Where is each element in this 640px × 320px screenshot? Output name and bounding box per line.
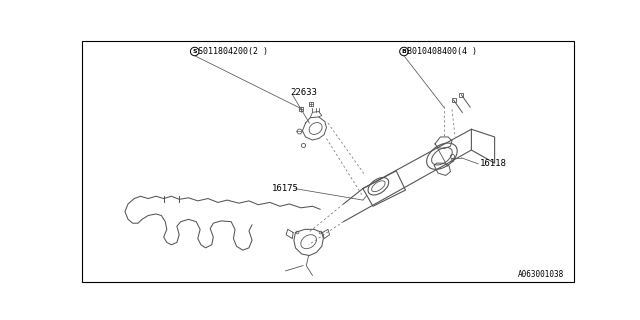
Text: 22633: 22633 [291, 88, 317, 97]
Text: B: B [401, 49, 406, 54]
Text: A063001038: A063001038 [518, 270, 564, 279]
Text: 16175: 16175 [271, 184, 298, 193]
Text: S: S [193, 49, 197, 54]
Text: S011804200(2 ): S011804200(2 ) [198, 47, 268, 56]
Text: 16118: 16118 [480, 159, 507, 168]
Text: B010408400(4 ): B010408400(4 ) [407, 47, 477, 56]
